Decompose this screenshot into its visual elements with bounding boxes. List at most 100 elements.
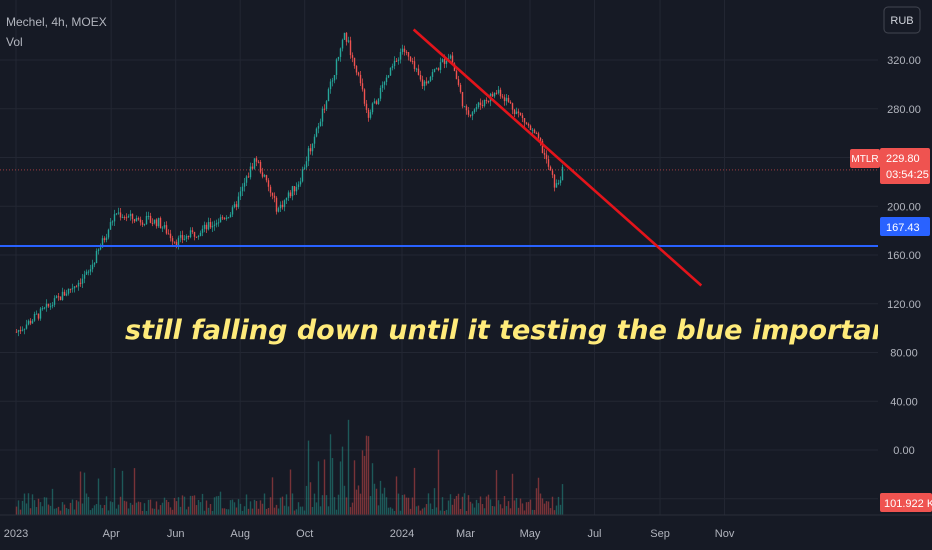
candle-body <box>25 324 28 329</box>
volume-bar <box>413 467 416 515</box>
volume-bar <box>479 496 482 515</box>
volume-bar <box>53 508 56 515</box>
candle-body <box>359 74 362 84</box>
candle-body <box>127 216 130 218</box>
candle-body <box>231 207 234 215</box>
volume-bar <box>535 488 538 515</box>
volume-bar <box>419 510 422 515</box>
candle-body <box>117 212 120 214</box>
volume-bar <box>297 502 300 515</box>
candle-body <box>113 214 116 222</box>
volume-bar <box>505 506 508 515</box>
candle-body <box>449 55 452 59</box>
candle-body <box>433 69 436 73</box>
volume-bar <box>147 499 150 515</box>
volume-bar <box>243 506 246 515</box>
volume-bar <box>527 501 530 515</box>
candle-body <box>341 39 344 49</box>
price-tick-label: 320.00 <box>887 55 921 67</box>
candle-body <box>557 182 560 184</box>
candle-body <box>171 238 174 242</box>
candle-body <box>17 330 20 332</box>
volume-bar <box>341 446 344 515</box>
price-tick-label: 80.00 <box>890 348 918 360</box>
volume-bar <box>197 500 200 515</box>
price-axis[interactable] <box>878 0 932 515</box>
candle-body <box>215 223 218 225</box>
time-tick-label: 2024 <box>390 528 414 540</box>
candle-body <box>221 217 224 219</box>
volume-bar <box>15 506 18 515</box>
volume-bar <box>367 436 370 515</box>
volume-bar <box>133 468 136 515</box>
candle-body <box>175 241 178 247</box>
volume-bar <box>485 496 488 515</box>
volume-legend[interactable]: Vol <box>6 35 23 49</box>
volume-bar <box>407 497 410 515</box>
candle-body <box>389 67 392 76</box>
candle-body <box>419 74 422 80</box>
candle-body <box>545 154 548 160</box>
currency-button[interactable]: RUB <box>883 6 921 34</box>
volume-bar <box>241 510 244 515</box>
candle-body <box>189 230 192 238</box>
candle-body <box>101 238 104 248</box>
volume-bar <box>285 494 288 515</box>
volume-bar <box>51 488 54 515</box>
candle-body <box>517 111 520 113</box>
volume-bar <box>73 509 76 515</box>
time-axis[interactable] <box>0 515 932 550</box>
volume-bar <box>155 501 158 515</box>
candle-body <box>111 221 114 223</box>
volume-bar <box>541 498 544 515</box>
candle-body <box>95 250 98 264</box>
candle-body <box>193 231 196 237</box>
volume-bar <box>327 506 330 515</box>
volume-bar <box>371 463 374 515</box>
candle-body <box>511 103 514 110</box>
candle-body <box>243 182 246 187</box>
candle-body <box>529 125 532 131</box>
volume-bar <box>423 507 426 515</box>
volume-bar <box>83 472 86 515</box>
volume-bar <box>475 499 478 515</box>
candle-body <box>249 166 252 178</box>
candle-body <box>299 181 302 185</box>
candle-body <box>485 99 488 101</box>
volume-bar <box>447 500 450 515</box>
volume-bar <box>491 506 494 515</box>
symbol-tag-label: MTLR <box>851 154 878 165</box>
candle-body <box>543 153 546 155</box>
candle-body <box>21 329 24 331</box>
volume-bar <box>305 485 308 515</box>
volume-bar <box>349 507 352 515</box>
volume-bar <box>533 509 536 515</box>
candle-body <box>473 109 476 113</box>
volume-bar <box>233 502 236 515</box>
candle-body <box>397 59 400 61</box>
candle-body <box>547 159 550 167</box>
volume-bar <box>405 497 408 515</box>
volume-bar <box>523 510 526 515</box>
trendline[interactable] <box>412 28 703 287</box>
candle-body <box>291 186 294 197</box>
candle-body <box>201 228 204 233</box>
volume-bar <box>251 508 254 515</box>
volume-bar <box>441 497 444 515</box>
candle-body <box>167 233 170 235</box>
volume-bar <box>103 505 106 515</box>
volume-bar <box>283 505 286 515</box>
candle-body <box>27 320 30 325</box>
candle-body <box>531 129 534 131</box>
candle-body <box>253 158 256 169</box>
volume-bar <box>77 501 80 515</box>
candle-body <box>387 75 390 78</box>
volume-bar <box>89 510 92 515</box>
candle-body <box>33 313 36 321</box>
symbol-legend[interactable]: Mechel, 4h, MOEX <box>6 15 107 29</box>
volume-bar <box>521 503 524 515</box>
volume-bar <box>409 508 412 515</box>
volume-bar <box>223 508 226 515</box>
